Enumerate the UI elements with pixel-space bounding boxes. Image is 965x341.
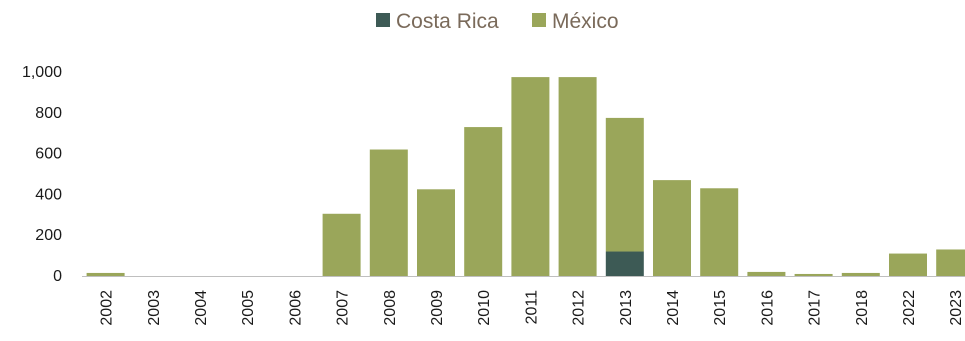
x-tick-label-2003: 2003	[146, 290, 163, 326]
bar-mexico-2012	[558, 77, 597, 276]
bars	[86, 77, 965, 276]
y-axis: 0 200 400 600 800 1,000	[22, 64, 62, 285]
x-tick-label-2008: 2008	[382, 290, 399, 326]
bar-mexico-2011	[511, 77, 550, 276]
bar-mexico-2017	[794, 273, 833, 276]
x-tick-label-2016: 2016	[759, 290, 776, 326]
legend-swatch-mexico	[532, 13, 546, 27]
y-tick-label: 600	[35, 146, 62, 163]
x-tick-label-2005: 2005	[240, 290, 257, 326]
x-tick-label-2009: 2009	[429, 290, 446, 326]
x-tick-label-2017: 2017	[807, 290, 824, 326]
x-tick-label-2010: 2010	[476, 290, 493, 326]
bar-mexico-2018	[841, 272, 880, 276]
x-tick-label-2018: 2018	[854, 290, 871, 326]
bar-mexico-2007	[322, 213, 361, 276]
legend: Costa Rica México	[376, 10, 619, 33]
y-tick-label: 0	[53, 268, 62, 285]
bar-mexico-2023	[936, 249, 965, 276]
x-tick-label-2002: 2002	[99, 290, 116, 326]
legend-label-mexico: México	[552, 10, 619, 33]
x-tick-label-2023: 2023	[948, 290, 965, 326]
y-tick-label: 800	[35, 105, 62, 122]
bar-mexico-2015	[700, 188, 739, 276]
legend-swatch-costa-rica	[376, 13, 390, 27]
bar-mexico-2010	[464, 127, 503, 276]
x-axis: 2002 2003 2004 2005 2006 2007 2008 2009 2010 2011…	[99, 290, 965, 326]
x-tick-label-2006: 2006	[287, 290, 304, 326]
bar-costa-rica-2013	[605, 251, 644, 276]
bar-mexico-2002	[86, 272, 125, 276]
x-tick-label-2022: 2022	[901, 290, 918, 326]
legend-label-costa-rica: Costa Rica	[396, 10, 499, 33]
x-tick-label-2014: 2014	[665, 290, 682, 326]
y-tick-label: 1,000	[22, 64, 62, 81]
x-tick-label-2013: 2013	[618, 290, 635, 326]
x-tick-label-2015: 2015	[712, 290, 729, 326]
bar-mexico-2022	[889, 253, 927, 276]
x-tick-label-2007: 2007	[335, 290, 352, 326]
bar-mexico-2013	[605, 117, 644, 252]
bar-mexico-2016	[747, 271, 786, 276]
x-tick-label-2012: 2012	[571, 290, 588, 326]
y-tick-label: 400	[35, 186, 62, 203]
bar-mexico-2008	[369, 149, 408, 276]
x-tick-label-2004: 2004	[193, 290, 210, 326]
bar-mexico-2014	[653, 180, 691, 276]
y-tick-label: 200	[35, 227, 62, 244]
x-tick-label-2011: 2011	[523, 290, 540, 325]
bar-mexico-2009	[417, 189, 455, 276]
